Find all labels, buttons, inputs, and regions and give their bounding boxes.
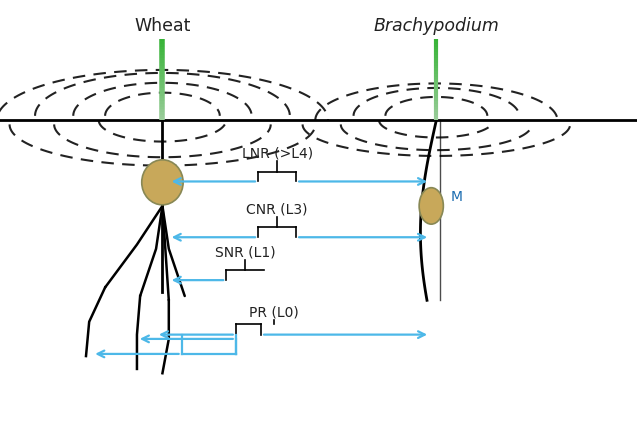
Text: LNR (>L4): LNR (>L4) bbox=[241, 147, 313, 161]
Text: M: M bbox=[450, 190, 462, 204]
Text: PR (L0): PR (L0) bbox=[249, 305, 299, 320]
Ellipse shape bbox=[419, 188, 443, 224]
Ellipse shape bbox=[142, 160, 183, 205]
Text: SNR (L1): SNR (L1) bbox=[215, 245, 276, 260]
Text: CNR (L3): CNR (L3) bbox=[247, 202, 308, 217]
Text: Wheat: Wheat bbox=[134, 17, 190, 35]
Text: Brachypodium: Brachypodium bbox=[373, 17, 499, 35]
